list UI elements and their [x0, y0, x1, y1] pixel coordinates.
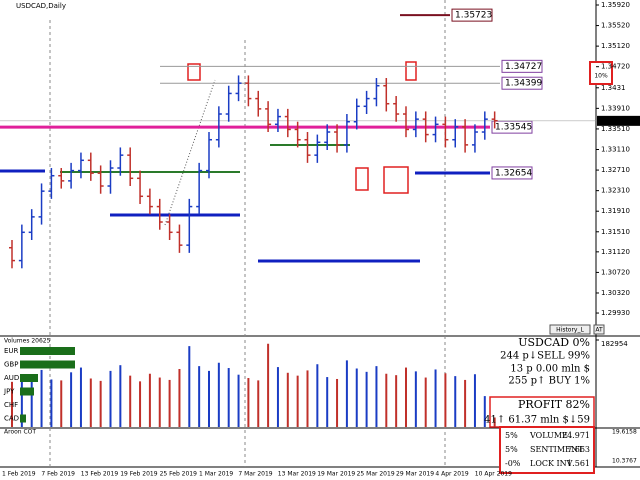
- x-tick-label: 7 Feb 2019: [41, 471, 75, 478]
- button-label[interactable]: AT: [595, 327, 603, 334]
- y-tick-label: 1.31510: [601, 228, 630, 236]
- cot-title: Aroon COT: [4, 429, 36, 436]
- x-tick-label: 1 Feb 2019: [2, 471, 36, 478]
- y-tick-label: 1.35920: [601, 1, 630, 9]
- cot-cell: VOLUME: [529, 431, 568, 440]
- chart-title: USDCAD,Daily: [16, 2, 66, 10]
- y-tick-label: 1.32310: [601, 187, 630, 195]
- level-label-box: [501, 76, 543, 90]
- currency-label: CAD: [4, 415, 19, 423]
- info-line: 13 p 0.00 mln $: [510, 364, 590, 375]
- cot-cell: LOCK INV: [530, 459, 573, 468]
- y-tick-label: 1.32710: [601, 166, 630, 174]
- button-label[interactable]: History_L: [556, 327, 584, 334]
- badge: 10%: [594, 73, 608, 80]
- x-tick-label: 29 Mar 2019: [396, 471, 434, 478]
- currency-label: GBP: [4, 361, 18, 369]
- current-price-box: [597, 115, 640, 126]
- cot-cell: 24.971: [562, 431, 590, 440]
- cot-cell: -0%: [505, 459, 521, 468]
- marker-box: [383, 166, 409, 194]
- x-tick-label: 25 Mar 2019: [357, 471, 395, 478]
- currency-label: JPY: [3, 388, 15, 396]
- current-price: 1.33667: [601, 117, 630, 125]
- y-tick-label: 1.31120: [601, 248, 630, 256]
- cot-cell: 5%: [505, 445, 518, 454]
- level-label: 1.34727: [505, 62, 542, 72]
- currency-label: AUD: [4, 374, 19, 382]
- x-tick-label: 4 Apr 2019: [435, 471, 468, 478]
- x-tick-label: 19 Mar 2019: [317, 471, 355, 478]
- marker-box: [405, 61, 417, 81]
- cot-cell: 1.561: [567, 459, 590, 468]
- x-tick-label: 1 Mar 2019: [199, 471, 233, 478]
- level-label-box: [451, 8, 493, 22]
- info-line: PROFIT 82%: [518, 398, 590, 411]
- x-tick-label: 13 Feb 2019: [81, 471, 119, 478]
- y-tick-label: 1.35120: [601, 42, 630, 50]
- info-line: 244 p↓SELL 99%: [500, 351, 590, 362]
- info-line: USDCAD 0%: [518, 336, 590, 349]
- cot-cell: SENTIMENT: [530, 445, 584, 454]
- x-tick-label: 10 Apr 2019: [475, 471, 512, 478]
- level-label-box: [491, 166, 533, 180]
- y-tick-label: 1.33510: [601, 125, 630, 133]
- y-tick-label: 1.34720: [601, 63, 630, 71]
- y-tick-label: 1.3431: [601, 84, 626, 92]
- level-label: 1.35723: [455, 11, 492, 21]
- volume-title: Volumes 20625: [4, 338, 51, 345]
- history-button[interactable]: [549, 324, 591, 335]
- marker-box: [187, 63, 201, 81]
- x-tick-label: 19 Feb 2019: [120, 471, 158, 478]
- x-tick-label: 7 Mar 2019: [238, 471, 272, 478]
- y-tick-label: 10.3767: [612, 458, 637, 465]
- y-tick-label: 19.6158: [612, 429, 637, 436]
- y-tick-label: 1.31910: [601, 207, 630, 215]
- y-tick-label: 1.33110: [601, 146, 630, 154]
- marker-box: [355, 167, 369, 191]
- currency-label: CHF: [4, 401, 18, 409]
- level-label: 1.34399: [505, 79, 542, 89]
- info-line: 255 p↑ BUY 1%: [508, 376, 590, 387]
- x-tick-label: 13 Mar 2019: [278, 471, 316, 478]
- level-label-box: [491, 120, 533, 134]
- at-button[interactable]: [593, 324, 605, 335]
- y-tick-label: 182954: [601, 340, 628, 348]
- x-tick-label: 25 Feb 2019: [160, 471, 198, 478]
- badge-box: [589, 61, 613, 85]
- cot-cell: 5%: [505, 431, 518, 440]
- y-tick-label: 1.35520: [601, 22, 630, 30]
- y-tick-label: 1.30320: [601, 289, 630, 297]
- info-line: 41↑ 61.37 mln $↓59: [484, 415, 590, 426]
- level-label-box: [501, 59, 543, 73]
- strength-bar: [20, 360, 75, 369]
- level-label: 1.32654: [495, 168, 532, 178]
- strength-bar: [20, 374, 38, 382]
- strength-bar: [20, 347, 75, 355]
- y-tick-label: 1.33910: [601, 104, 630, 112]
- cot-cell: 7.663: [567, 445, 590, 454]
- strength-bar: [20, 414, 26, 423]
- profit-box: [489, 396, 595, 428]
- y-tick-label: 1.30720: [601, 268, 630, 276]
- strength-bar: [20, 387, 34, 396]
- y-tick-label: 1.29930: [601, 309, 630, 317]
- level-label: 1.33545: [495, 123, 532, 133]
- currency-label: EUR: [4, 347, 19, 355]
